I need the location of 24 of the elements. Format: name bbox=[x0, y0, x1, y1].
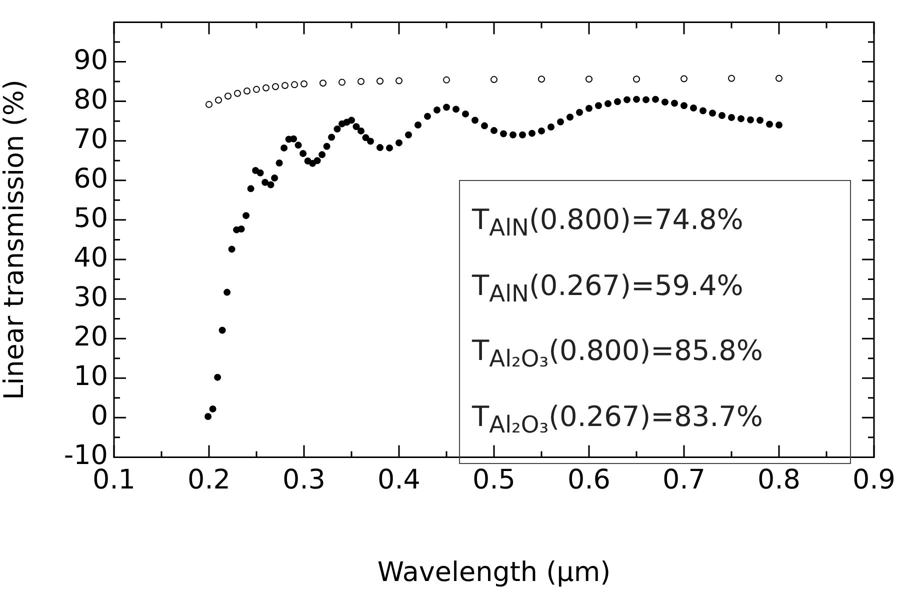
x-tick-label: 0.7 bbox=[662, 464, 706, 496]
y-tick-label: 40 bbox=[74, 242, 108, 274]
annotation: T$_{AlN}$(0.267)=59.4% bbox=[472, 268, 744, 310]
y-tick-label: 60 bbox=[74, 163, 108, 194]
x-tick-label: 0.6 bbox=[568, 464, 610, 496]
x-tick-label: 0.3 bbox=[282, 464, 326, 496]
y-axis-title: Linear transmission (%) bbox=[0, 80, 30, 400]
x-tick-label: 0.2 bbox=[188, 464, 230, 496]
y-tick-label: 20 bbox=[74, 322, 108, 353]
y-tick-label: 10 bbox=[74, 361, 108, 392]
annotation: T$_{AlN}$(0.800)=74.8% bbox=[472, 202, 744, 244]
x-tick-label: 0.4 bbox=[378, 464, 420, 496]
y-tick-label: 50 bbox=[74, 202, 108, 234]
y-tick-label: 70 bbox=[74, 124, 108, 155]
x-axis-title: Wavelength (μm) bbox=[377, 556, 611, 588]
y-tick-label: 80 bbox=[74, 84, 108, 116]
annotation: T$_{Al₂O₃}$(0.800)=85.8% bbox=[472, 333, 764, 375]
y-tick-label: 90 bbox=[74, 44, 108, 76]
y-tick-label: 0 bbox=[90, 400, 108, 432]
x-tick-label: 0.5 bbox=[472, 464, 516, 496]
annotation: T$_{Al₂O₃}$(0.267)=83.7% bbox=[472, 398, 764, 440]
x-tick-label: 0.8 bbox=[758, 464, 800, 496]
y-tick-label: 30 bbox=[74, 282, 108, 314]
x-tick-label: 0.9 bbox=[852, 464, 896, 496]
